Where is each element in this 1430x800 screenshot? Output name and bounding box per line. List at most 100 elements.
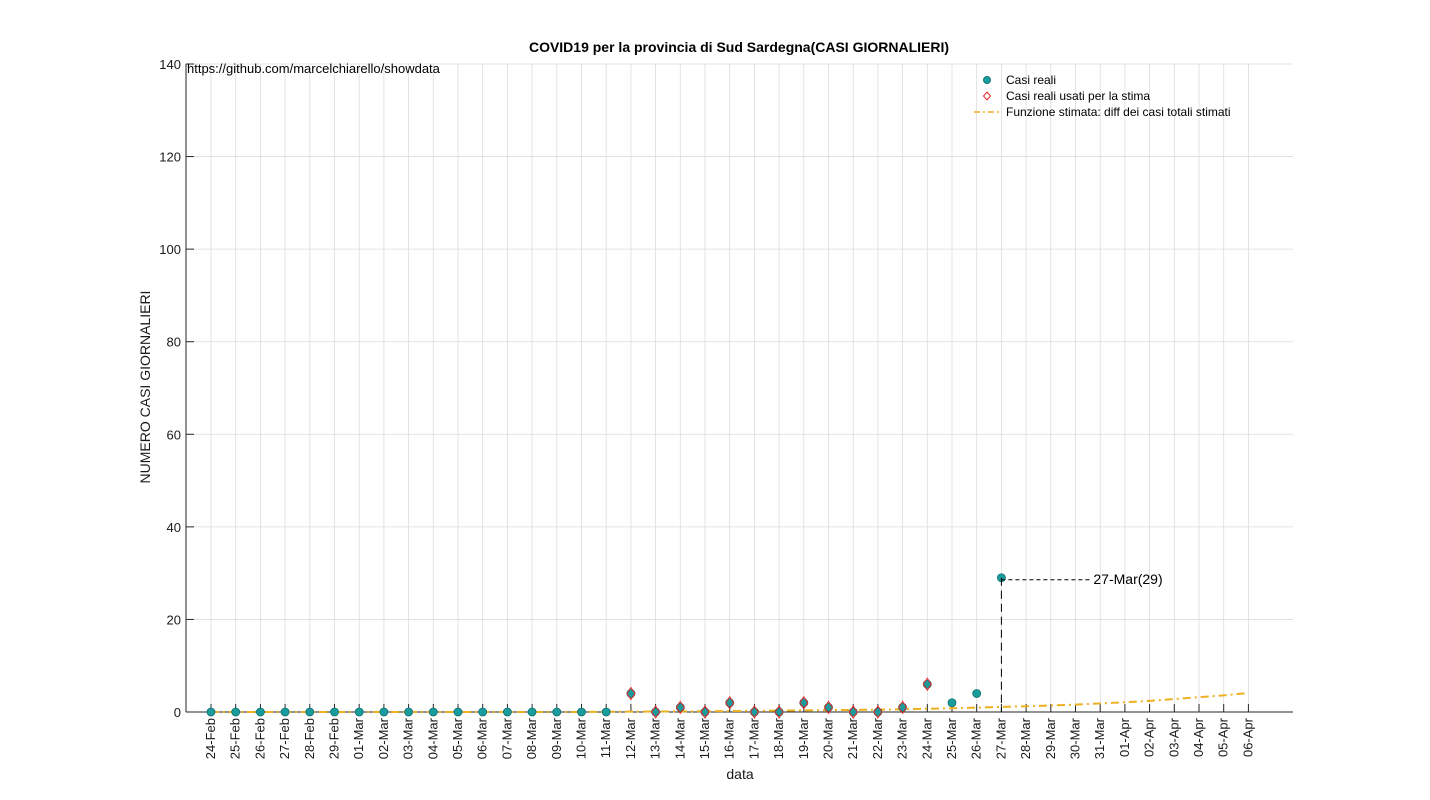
legend-label-fit: Funzione stimata: diff dei casi totali s… [1006,105,1231,119]
x-tick-label: 28-Mar [1018,717,1033,759]
x-tick-label: 29-Feb [327,718,342,759]
x-tick-label: 21-Mar [845,717,860,759]
x-tick-label: 16-Mar [722,717,737,759]
fit-series [211,692,1249,713]
x-tick-label: 09-Mar [549,717,564,759]
x-tick-label: 04-Apr [1191,717,1206,757]
x-tick-label: 12-Mar [623,717,638,759]
x-tick-label: 06-Mar [475,717,490,759]
x-tick-label: 29-Mar [1043,717,1058,759]
real-point [379,707,389,717]
used-point [799,695,809,710]
axes: 24-Feb 25-Feb 26-Feb 27-Feb 28-Feb 29-Feb 01-M… [159,57,1293,759]
real-point [898,702,907,712]
y-tick-label: 80 [167,335,181,350]
real-point [478,707,488,717]
x-tick-label: 27-Mar [993,717,1008,759]
plot-area [186,64,1293,712]
x-tick-label: 10-Mar [574,717,589,759]
real-point [750,707,759,717]
x-tick-label: 05-Mar [450,717,465,759]
used-point [725,695,735,710]
x-tick-label: 17-Mar [746,717,761,759]
x-tick-label: 11-Mar [598,717,613,758]
legend-marker-used [982,91,992,101]
x-tick-label: 22-Mar [870,717,885,759]
used-point [848,705,858,719]
real-point [502,707,512,717]
x-tick-label: 01-Apr [1117,717,1132,757]
x-tick-label: 15-Mar [697,717,712,759]
chart-title: COVID19 per la provincia di Sud Sardegna… [529,39,949,55]
x-tick-label: 28-Feb [302,718,317,759]
source-note: https://github.com/marcelchiarello/showd… [187,61,441,76]
x-tick-label: 03-Apr [1166,717,1181,757]
real-point [255,707,265,717]
x-tick-label: 02-Mar [376,717,391,759]
y-tick-label: 0 [174,705,181,720]
x-tick-label: 23-Mar [895,717,910,759]
real-point [651,707,660,717]
real-point [824,702,833,712]
x-tick-label: 26-Feb [252,718,267,759]
grid [186,63,1293,713]
real-point [601,707,611,717]
legend-label-used: Casi reali usati per la stima [1006,89,1150,103]
real-point [404,707,414,717]
real-point [774,707,784,717]
fit-line [211,692,1249,713]
x-tick-label: 14-Mar [672,717,687,759]
x-tick-label: 02-Apr [1142,717,1157,757]
x-tick-label: 03-Mar [401,717,416,759]
real-point [453,707,463,717]
x-tick-label: 13-Mar [648,717,663,759]
real-point [725,698,735,708]
used-series [626,677,932,719]
used-point [650,705,661,719]
real-point [873,707,883,717]
used-point [749,705,760,719]
x-tick-label: 08-Mar [524,717,539,759]
y-tick-label: 100 [159,242,181,257]
used-point [774,705,784,719]
real-point [330,707,339,717]
x-tick-label: 26-Mar [969,717,984,759]
x-tick-label: 24-Feb [203,718,218,759]
x-tick-label: 31-Mar [1092,717,1107,759]
y-tick-label: 40 [167,520,181,535]
legend: Casi reali Casi reali usati per la stima… [974,73,1231,119]
x-tick-label: 07-Mar [499,717,514,759]
x-tick-label: 19-Mar [796,717,811,759]
legend-marker-real [983,76,992,85]
legend-label-real: Casi reali [1006,73,1056,87]
real-point [354,707,364,717]
x-tick-label: 01-Mar [351,717,366,759]
real-point [305,707,315,717]
x-tick-label: 06-Apr [1240,717,1255,757]
real-point [527,707,537,717]
real-point [552,707,562,717]
real-point [428,707,438,717]
x-tick-label: 25-Mar [944,717,959,759]
real-point [972,689,982,698]
real-point [848,707,858,717]
x-tick-label: 25-Feb [228,718,243,759]
y-tick-label: 120 [159,150,181,165]
annotation-label: 27-Mar(29) [1093,571,1162,587]
y-tick-label: 60 [167,427,181,442]
used-point [922,677,932,692]
used-point [823,700,834,715]
y-tick-label: 20 [167,612,181,627]
real-point [675,702,685,712]
real-point [206,707,216,717]
used-point [700,705,710,719]
real-point [231,707,241,717]
used-point [626,686,636,701]
y-tick-label: 140 [159,57,181,72]
real-point [700,707,710,717]
real-point [577,707,586,717]
x-axis-label: data [726,766,753,782]
real-point [626,689,636,698]
used-point [873,705,883,719]
